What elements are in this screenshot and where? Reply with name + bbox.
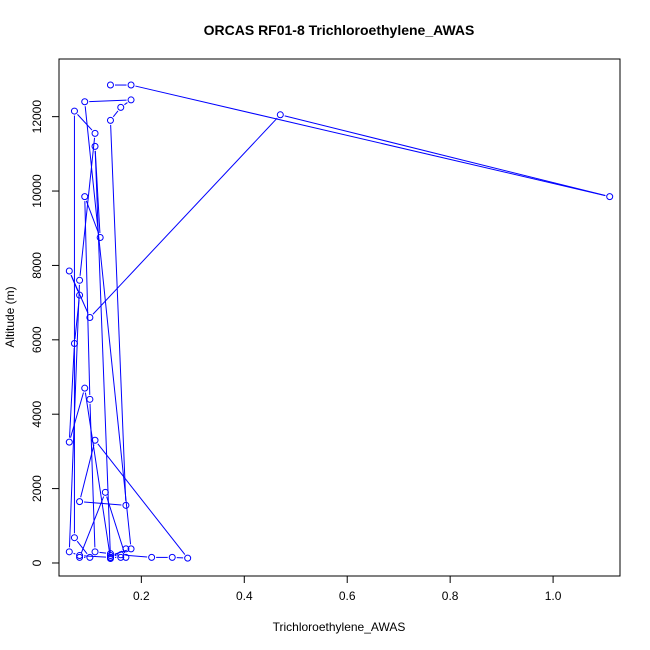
series-segment <box>89 99 127 103</box>
data-point <box>117 103 125 111</box>
y-axis: 0 2000 4000 6000 8000 10000 12000 <box>30 100 60 566</box>
series-segment <box>79 137 96 276</box>
x-axis-label: Trichloroethylene_AWAS <box>273 620 406 634</box>
data-point <box>276 111 284 119</box>
data-point <box>96 234 104 242</box>
x-tick-label: 1.0 <box>545 589 562 603</box>
data-point <box>101 488 109 496</box>
plot-frame <box>58 58 621 577</box>
series-segment <box>85 200 100 234</box>
x-axis: 0.2 0.4 0.6 0.8 1.0 <box>133 575 562 603</box>
data-point <box>91 436 99 444</box>
x-tick-label: 0.8 <box>442 589 459 603</box>
y-tick-label: 12000 <box>30 100 44 134</box>
x-tick-label: 0.2 <box>133 589 150 603</box>
series-segment <box>70 392 84 438</box>
data-point <box>65 548 73 556</box>
data-point <box>127 96 135 104</box>
data-point <box>168 553 176 561</box>
series-segment <box>99 551 107 554</box>
y-tick-label: 10000 <box>30 174 44 208</box>
data-point <box>76 553 84 561</box>
data-point <box>76 498 84 506</box>
data-point <box>122 545 130 553</box>
data-point <box>117 553 125 561</box>
series-segment <box>84 501 122 506</box>
series-segment <box>94 150 101 234</box>
y-tick-label: 6000 <box>30 326 44 353</box>
data-point <box>76 291 84 299</box>
series-segment <box>84 392 111 555</box>
chart-title: ORCAS RF01-8 Trichloroethylene_AWAS <box>204 22 475 38</box>
data-point <box>86 314 94 321</box>
data-point <box>606 193 614 201</box>
x-tick-label: 0.6 <box>339 589 356 603</box>
series-segment <box>135 85 606 197</box>
series-segment <box>112 110 119 118</box>
series-segment <box>89 403 96 548</box>
data-point <box>106 81 114 89</box>
data-point <box>127 545 135 553</box>
series-segment <box>84 201 91 395</box>
data-point <box>148 553 156 561</box>
series-segment <box>76 540 88 555</box>
y-axis-label: Altitude (m) <box>3 286 17 347</box>
series-layer <box>65 81 614 563</box>
data-point <box>65 267 73 275</box>
series-segment <box>80 496 105 554</box>
data-point <box>106 553 114 561</box>
series-segment <box>124 102 128 106</box>
y-tick-label: 2000 <box>30 475 44 502</box>
data-point <box>81 193 89 201</box>
data-point <box>65 438 73 446</box>
series-segment <box>92 117 278 315</box>
series-segment <box>77 114 93 131</box>
series-segment <box>73 552 76 555</box>
series-segment <box>84 106 132 545</box>
data-point <box>81 98 89 106</box>
data-point <box>91 129 99 137</box>
y-tick-label: 4000 <box>30 401 44 428</box>
data-point <box>76 552 84 560</box>
series-segment <box>106 496 126 554</box>
data-point <box>81 384 89 392</box>
data-point <box>106 552 114 560</box>
x-tick-label: 0.4 <box>236 589 253 603</box>
data-point <box>122 553 130 561</box>
data-point <box>70 340 78 348</box>
data-point <box>70 534 78 542</box>
series-segment <box>97 443 186 555</box>
series-segment <box>69 348 75 438</box>
data-point <box>184 554 192 562</box>
series-segment <box>84 555 107 558</box>
data-point <box>86 553 94 561</box>
data-point <box>106 550 114 558</box>
series-segment <box>125 554 148 558</box>
series-segment <box>68 284 80 548</box>
data-point <box>106 116 114 124</box>
series-segment <box>284 115 606 197</box>
data-point <box>76 276 84 284</box>
data-point <box>91 142 99 150</box>
y-tick-label: 0 <box>30 559 44 566</box>
data-point <box>127 81 135 89</box>
data-point <box>70 107 78 115</box>
series-segment <box>110 124 127 501</box>
data-point <box>122 501 130 509</box>
series-segment <box>94 150 111 553</box>
data-point <box>86 395 94 403</box>
y-tick-label: 8000 <box>30 252 44 279</box>
data-point <box>91 548 99 556</box>
